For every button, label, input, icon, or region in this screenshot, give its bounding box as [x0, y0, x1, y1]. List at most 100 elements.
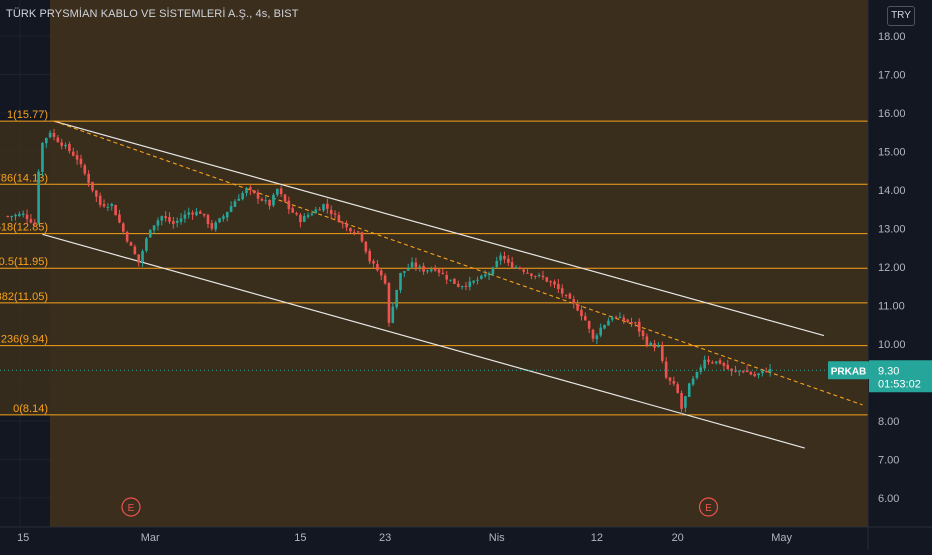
channel-lower-line	[42, 233, 805, 449]
candle-body	[29, 219, 33, 223]
candle-body	[114, 205, 117, 216]
candle-body	[464, 285, 468, 287]
candle-body	[272, 194, 275, 206]
candle-body	[564, 294, 568, 296]
candle-body	[657, 345, 660, 347]
candle-body	[699, 367, 703, 372]
candle-body	[168, 216, 171, 222]
candle-body	[661, 345, 664, 361]
candle-body	[426, 270, 429, 272]
candle-body	[122, 223, 125, 232]
candle-body	[718, 360, 722, 364]
candle-body	[487, 273, 491, 276]
candle-body	[349, 227, 352, 232]
candle-body	[353, 231, 356, 233]
candle-body	[91, 181, 94, 191]
candle-body	[768, 369, 772, 372]
candle-body	[711, 362, 714, 364]
event-marker-label: E	[128, 503, 135, 514]
candle-body	[722, 363, 726, 366]
candle-body	[14, 214, 17, 217]
candle-body	[734, 370, 737, 372]
candle-body	[256, 192, 260, 199]
candle-body	[761, 370, 764, 374]
candle-body	[318, 209, 321, 211]
price-axis	[868, 0, 932, 550]
candle-body	[364, 241, 368, 252]
candle-body	[48, 132, 52, 138]
candle-body	[329, 210, 333, 214]
trend-dashed-line	[53, 120, 863, 406]
candle-body	[299, 214, 302, 223]
candle-body	[437, 269, 441, 273]
candle-body	[295, 212, 298, 215]
candle-body	[560, 288, 564, 294]
candle-body	[456, 283, 460, 287]
candle-body	[684, 396, 687, 408]
candle-body	[522, 269, 525, 272]
candle-body	[41, 142, 44, 172]
candle-body	[222, 216, 225, 219]
y-tick-label: 17.00	[878, 70, 906, 82]
candle-body	[60, 142, 63, 146]
candle-body	[237, 198, 241, 201]
candle-body	[449, 279, 452, 281]
candles	[6, 128, 772, 414]
candle-body	[607, 320, 610, 326]
x-tick-label: 15	[294, 532, 306, 544]
currency-button[interactable]: TRY	[887, 6, 915, 26]
candle-body	[376, 264, 379, 271]
candle-body	[568, 293, 572, 299]
candle-body	[360, 232, 364, 242]
candle-body	[645, 336, 649, 346]
candle-body	[95, 190, 98, 197]
candle-body	[403, 271, 406, 273]
candle-body	[18, 214, 21, 216]
candle-body	[507, 258, 510, 263]
y-tick-label: 8.00	[878, 416, 899, 428]
event-marker	[698, 497, 719, 517]
candle-body	[245, 188, 248, 193]
candle-body	[10, 216, 13, 218]
candle-body	[480, 275, 483, 279]
candle-body	[422, 265, 425, 272]
candle-body	[537, 274, 541, 276]
candle-body	[291, 208, 294, 213]
candle-body	[179, 218, 183, 222]
candle-body	[668, 377, 672, 381]
candle-body	[726, 364, 730, 370]
candle-body	[110, 203, 114, 207]
candle-body	[148, 229, 152, 238]
x-tick-label: 15	[17, 532, 29, 544]
fib-level-label: 1(15.77)	[7, 109, 48, 121]
candle-body	[118, 214, 121, 223]
candle-body	[495, 260, 499, 267]
x-tick-label: May	[771, 532, 792, 544]
candle-body	[745, 370, 749, 373]
candle-body	[129, 242, 133, 246]
candle-body	[441, 272, 445, 275]
candle-body	[21, 213, 25, 215]
candle-body	[71, 151, 75, 156]
candle-body	[518, 267, 522, 269]
candle-body	[614, 316, 618, 318]
candle-body	[45, 138, 48, 144]
candle-body	[276, 189, 279, 195]
candle-body	[249, 187, 252, 191]
x-tick-label: Nis	[489, 532, 505, 544]
candle-body	[406, 267, 410, 271]
candle-body	[229, 206, 233, 212]
candle-body	[260, 199, 264, 201]
candle-body	[133, 246, 137, 255]
candle-body	[368, 250, 371, 262]
candle-body	[603, 325, 606, 329]
candle-body	[264, 200, 268, 202]
candle-body	[680, 392, 683, 409]
candle-body	[387, 283, 391, 323]
candle-body	[460, 286, 464, 288]
candle-body	[137, 254, 140, 263]
candle-body	[433, 268, 437, 271]
y-tick-label: 13.00	[878, 224, 906, 236]
